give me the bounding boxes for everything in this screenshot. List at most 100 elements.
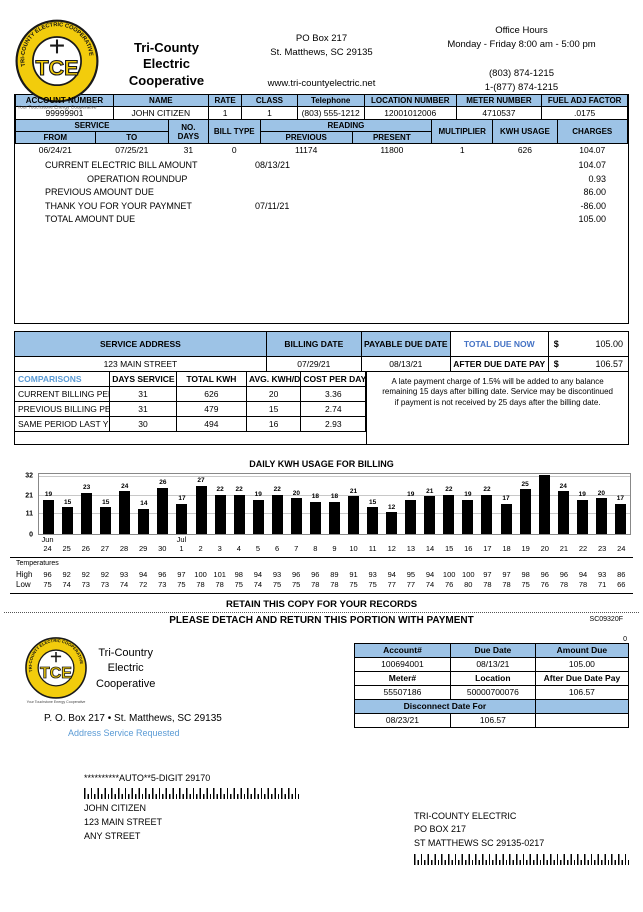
xcell	[134, 535, 153, 545]
bar-num: 12	[388, 503, 396, 511]
xcell: 75	[43, 579, 52, 589]
customer-name: JOHN CITIZEN	[112, 106, 209, 120]
xcell: 93	[272, 570, 282, 579]
summary-lower: COMPARISONS DAYS SERVICE TOTAL KWH AVG. …	[15, 371, 628, 444]
account-number: 99999901	[15, 106, 114, 120]
xcell	[612, 535, 631, 545]
xcell	[57, 535, 76, 545]
comparisons-label: COMPARISONS	[15, 371, 111, 387]
xcell: 94	[253, 570, 263, 579]
summary-box: SERVICE ADDRESS BILLING DATE PAYABLE DUE…	[14, 331, 629, 445]
xcell: 95	[406, 570, 416, 579]
total-due-now-label: TOTAL DUE NOW	[449, 332, 549, 357]
xcell: 76	[540, 579, 549, 589]
xcell: 76	[445, 579, 454, 589]
comparisons-table: COMPARISONS DAYS SERVICE TOTAL KWH AVG. …	[15, 371, 367, 432]
col-location: Location	[449, 670, 536, 686]
xcell	[229, 535, 248, 545]
kwh-usage: 626	[517, 145, 533, 155]
group-service: SERVICE	[15, 120, 169, 132]
bar-num: 27	[197, 477, 205, 485]
company-address: PO Box 217 St. Matthews, SC 29135 www.tr…	[229, 18, 414, 92]
table-row: SAME PERIOD LAST YEAR 30 494 16 2.93	[15, 416, 367, 432]
bar-col: 12	[382, 474, 401, 534]
meter-number: 4710537	[455, 106, 543, 120]
xcell: 78	[502, 579, 511, 589]
bar	[348, 496, 360, 534]
xcell: 78	[483, 579, 492, 589]
xcell: 9	[332, 544, 337, 554]
bar-num: 22	[273, 486, 281, 494]
bar-col: 15	[363, 474, 382, 534]
xcell: 13	[406, 544, 416, 554]
billing-date-label: BILLING DATE	[265, 332, 362, 357]
payable-due-date: 08/13/21	[360, 355, 451, 372]
col-location-number: LOCATION NUMBER	[363, 95, 457, 107]
bar	[443, 494, 455, 534]
bar-num: 21	[349, 487, 358, 495]
bar-col: 20	[287, 474, 306, 534]
bill-type: 0	[231, 145, 237, 155]
address-service-requested: Address Service Requested	[68, 727, 180, 738]
xcell: 97	[177, 570, 186, 579]
col-from: FROM	[15, 131, 96, 144]
temperatures-title: Temperatures	[16, 560, 59, 567]
col-days-service: DAYS SERVICE	[109, 371, 177, 387]
class: 1	[241, 106, 298, 120]
xcell	[115, 535, 134, 545]
col-amount-due: Amount Due	[534, 642, 630, 658]
stub-location: 50000700076	[449, 684, 536, 700]
bar-num: 21	[426, 487, 434, 495]
stub-zero: 0	[623, 635, 627, 643]
stub-left: TRI-COUNTY ELECTRIC COOPERATIVE TCE Your…	[24, 636, 354, 738]
gridline	[39, 495, 630, 497]
bar	[405, 499, 417, 534]
xcell	[95, 535, 114, 545]
stub-table: Account# Due Date Amount Due 100694001 0…	[354, 642, 630, 728]
bar	[233, 494, 245, 534]
bar-col: 19	[249, 474, 268, 534]
col-multiplier: MULTIPLIER	[431, 120, 494, 144]
bar	[195, 485, 207, 534]
col-meter-number: METER NUMBER	[455, 95, 543, 107]
bar-col: 27	[192, 474, 211, 534]
bar	[576, 499, 588, 534]
col-avg-kwh-day: AVG. KWH/DAY	[246, 371, 302, 387]
bar-num: 20	[292, 489, 300, 497]
xcell: 14	[425, 544, 435, 554]
xcell: 101	[213, 570, 226, 579]
xcell: 72	[139, 579, 148, 589]
bar-col: 15	[58, 474, 77, 534]
location-number: 12001012006	[363, 106, 457, 120]
xcell: 93	[368, 570, 377, 579]
office-hours: Monday - Friday 8:00 am - 5:00 pm	[447, 39, 596, 51]
xcell: 86	[617, 570, 626, 579]
bar-col	[535, 474, 554, 534]
col-name: NAME	[112, 95, 209, 107]
bar	[252, 499, 264, 534]
xcell	[344, 535, 363, 545]
svg-text:TCE: TCE	[36, 56, 79, 80]
xcell: 93	[598, 570, 607, 579]
bar-num: 25	[521, 480, 529, 488]
xcell: 75	[177, 579, 186, 589]
late-payment-note: A late payment charge of 1.5% will be ad…	[366, 371, 628, 444]
bar-num: 14	[140, 500, 148, 508]
bar-num: 17	[502, 495, 510, 502]
xcell: 74	[253, 579, 263, 589]
bill-line: PREVIOUS AMOUNT DUE 86.00	[45, 187, 606, 197]
disconnect-spacer	[534, 698, 630, 714]
xcell	[459, 535, 478, 545]
xcell: 75	[521, 579, 530, 589]
bar-col: 25	[516, 474, 535, 534]
website-link[interactable]: www.tri-countyelectric.net	[267, 77, 376, 89]
bar	[519, 489, 531, 534]
bar-col: 24	[554, 474, 573, 534]
xcell: 98	[234, 570, 243, 579]
bar-num: 19	[254, 491, 262, 499]
xcell	[497, 535, 516, 545]
xcell: 93	[119, 570, 129, 579]
bar	[100, 507, 112, 534]
xcell: 96	[43, 570, 52, 579]
xcell: 96	[311, 570, 320, 579]
